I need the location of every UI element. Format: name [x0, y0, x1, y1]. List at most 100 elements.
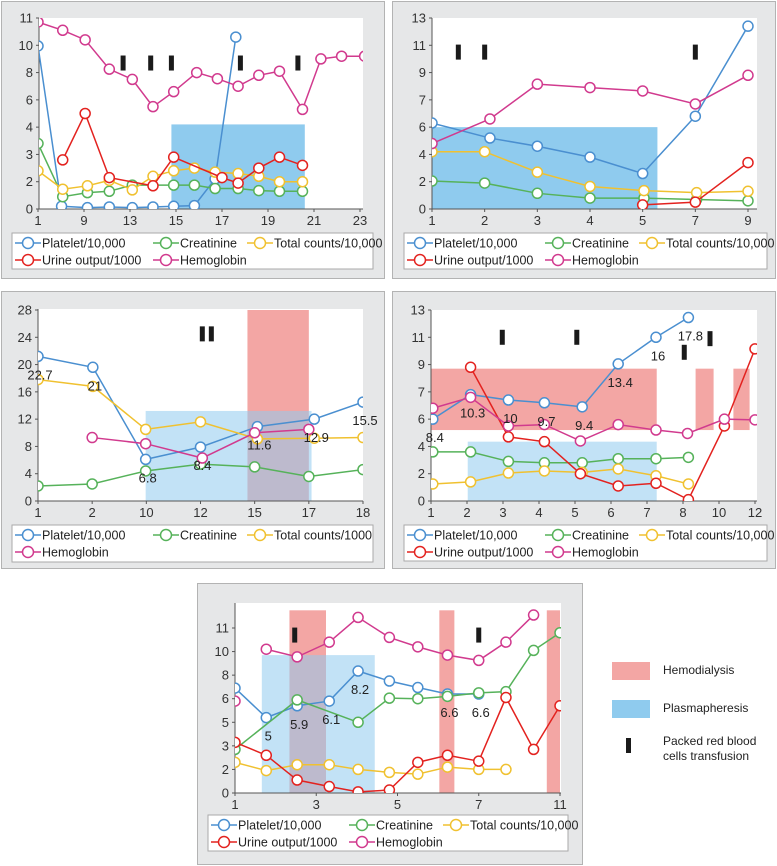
hemoglobin-point [584, 81, 596, 94]
y-tick-label: 8 [222, 668, 229, 683]
total-point [638, 184, 650, 197]
legend-label: Platelet/10,000 [434, 529, 517, 543]
hemoglobin-point [56, 24, 69, 37]
data-label: 5 [265, 729, 272, 744]
plasmapheresis-band [432, 127, 658, 209]
data-label: 10.3 [460, 406, 485, 421]
y-tick-label: 0 [26, 202, 33, 217]
urine-point [103, 171, 116, 184]
hemoglobin-point [323, 636, 335, 648]
x-tick-label: 12 [748, 505, 762, 520]
platelet-line [432, 316, 689, 420]
platelet-point [38, 350, 44, 363]
hemoglobin-point [273, 65, 286, 77]
urine-point [147, 180, 159, 192]
x-tick-label: 3 [534, 213, 541, 228]
x-tick-label: 5 [639, 213, 646, 228]
hemoglobin-point [232, 80, 244, 92]
y-tick-label: 11 [412, 330, 426, 345]
legend-marker [217, 835, 231, 849]
x-tick-label: 18 [356, 505, 370, 520]
legend-marker [159, 528, 173, 542]
platelet-point [484, 132, 496, 144]
urine-point [412, 756, 424, 769]
x-tick-label: 2 [463, 505, 470, 520]
hemoglobin-point [636, 85, 649, 97]
platelet-point [502, 394, 515, 406]
hemoglobin-point [358, 50, 363, 62]
y-tick-label: 3 [222, 738, 229, 753]
platelet-point [188, 199, 201, 209]
y-tick-label: 10 [19, 38, 33, 53]
hemoglobin-point [441, 649, 454, 661]
x-tick-label: 23 [353, 213, 367, 228]
creatinine-point [431, 446, 439, 458]
y-tick-label: 20 [18, 357, 32, 372]
hemoglobin-point [139, 437, 152, 450]
urine-point [502, 431, 515, 443]
transfusion-label-1: Packed red blood [663, 734, 757, 748]
data-label: 6.6 [440, 705, 458, 720]
creatinine-point [188, 179, 201, 191]
legend-marker [551, 236, 565, 250]
x-tick-label: 2 [481, 213, 488, 228]
legend [11, 524, 374, 563]
y-tick-label: 28 [18, 303, 32, 318]
legend [11, 232, 374, 270]
x-tick-label: 15 [247, 505, 261, 520]
platelet-point [742, 20, 754, 32]
hemoglobin-point [39, 18, 44, 28]
x-tick-label: 1 [428, 213, 435, 228]
y-tick-label: 2 [419, 174, 426, 189]
total-point [612, 463, 624, 475]
creatinine-point [473, 687, 485, 699]
x-tick-label: 15 [169, 213, 183, 228]
legend-label: Creatinine [180, 529, 237, 543]
total-point [742, 185, 754, 198]
hemoglobin-point [126, 73, 139, 86]
data-label: 8.4 [426, 430, 444, 445]
hemoglobin-point [650, 424, 662, 436]
creatinine-point [103, 185, 116, 198]
creatinine-point [291, 694, 303, 706]
urine-point [216, 171, 228, 184]
legend [403, 524, 768, 562]
transfusion-marker [237, 55, 243, 71]
hemoglobin-point [718, 413, 731, 425]
hemoglobin-point [689, 98, 702, 110]
hemoglobin-point [315, 53, 327, 65]
urine-point [742, 156, 754, 169]
hemoglobin-point [196, 452, 209, 464]
urine-point [682, 493, 695, 501]
total-line [432, 468, 689, 485]
platelet-point [612, 358, 624, 370]
urine-point [527, 743, 540, 756]
platelet-point [260, 711, 273, 724]
creatinine-point [576, 457, 588, 469]
hemoglobin-point [681, 427, 694, 440]
platelet-point [126, 201, 139, 209]
x-tick-label: 1 [34, 213, 41, 228]
transfusion-marker [681, 344, 687, 360]
legend-marker [551, 253, 565, 267]
data-label: 9.4 [575, 418, 593, 433]
hemoglobin-point [412, 641, 424, 653]
total-point [87, 380, 99, 393]
hemoglobin-line [39, 21, 363, 112]
total-point [308, 432, 320, 444]
legend-marker [355, 818, 369, 832]
y-tick-label: 13 [411, 303, 425, 318]
hemoglobin-point [103, 63, 116, 75]
total-point [441, 761, 454, 773]
creatinine-point [86, 478, 98, 490]
platelet-point [412, 681, 424, 694]
data-label: 17.8 [678, 329, 703, 344]
y-tick-label: 6 [418, 412, 425, 427]
platelet-point [139, 453, 152, 466]
data-label: 16 [651, 348, 665, 363]
platelet-point [55, 200, 68, 209]
platelet-point [81, 201, 94, 209]
data-label: 10 [503, 411, 517, 426]
